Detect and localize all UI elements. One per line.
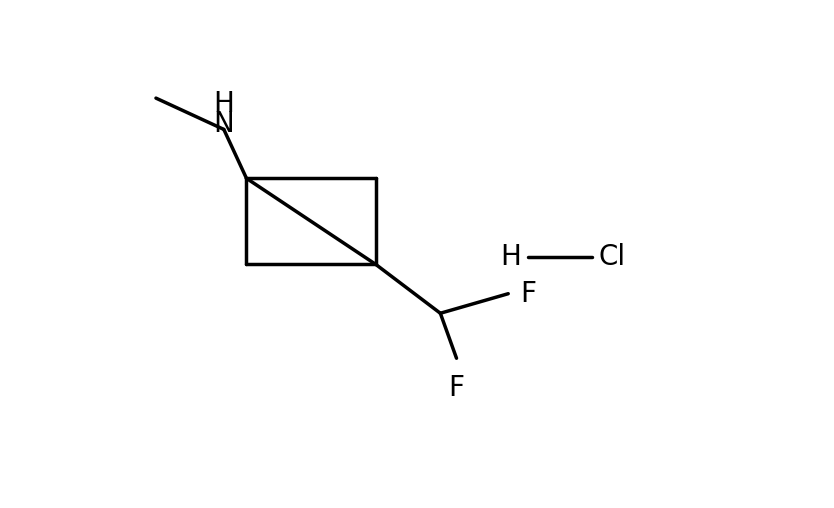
Text: F: F — [520, 280, 536, 308]
Text: N: N — [214, 110, 234, 138]
Text: H: H — [500, 242, 521, 271]
Text: H: H — [214, 90, 234, 118]
Text: Cl: Cl — [599, 242, 626, 271]
Text: F: F — [449, 374, 465, 402]
